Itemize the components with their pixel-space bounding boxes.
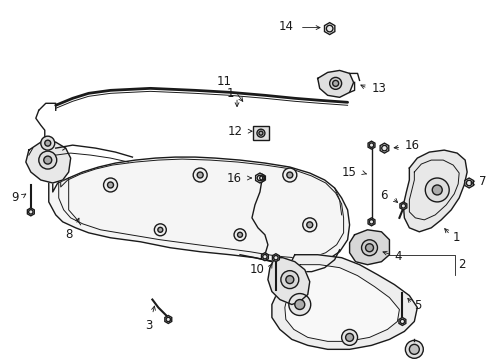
Polygon shape xyxy=(164,315,171,323)
Text: 5: 5 xyxy=(413,299,421,312)
Polygon shape xyxy=(379,143,388,153)
Circle shape xyxy=(193,168,207,182)
Text: 4: 4 xyxy=(394,250,401,263)
FancyBboxPatch shape xyxy=(252,126,268,140)
Circle shape xyxy=(256,129,264,137)
Polygon shape xyxy=(349,230,388,265)
Circle shape xyxy=(405,340,423,358)
Text: 1: 1 xyxy=(451,231,459,244)
Circle shape xyxy=(302,218,316,232)
Circle shape xyxy=(286,172,292,178)
Text: 13: 13 xyxy=(371,82,386,95)
Polygon shape xyxy=(317,71,353,97)
Polygon shape xyxy=(271,255,416,349)
Text: 14: 14 xyxy=(278,20,293,33)
Text: 2: 2 xyxy=(457,258,465,271)
Text: 9: 9 xyxy=(11,192,19,204)
Polygon shape xyxy=(255,173,264,183)
Polygon shape xyxy=(272,254,279,262)
Polygon shape xyxy=(258,174,265,182)
Circle shape xyxy=(237,232,242,237)
Circle shape xyxy=(361,240,377,256)
Polygon shape xyxy=(399,202,406,210)
Circle shape xyxy=(259,131,263,135)
Circle shape xyxy=(158,227,163,232)
Polygon shape xyxy=(26,142,71,183)
Circle shape xyxy=(408,345,419,354)
Polygon shape xyxy=(367,141,374,149)
Circle shape xyxy=(44,156,52,164)
Circle shape xyxy=(39,151,57,169)
Circle shape xyxy=(425,178,448,202)
Circle shape xyxy=(345,333,353,341)
Polygon shape xyxy=(261,253,268,261)
Text: 8: 8 xyxy=(65,228,72,241)
Circle shape xyxy=(107,182,113,188)
Circle shape xyxy=(332,80,338,86)
Circle shape xyxy=(197,172,203,178)
Circle shape xyxy=(280,271,298,289)
Circle shape xyxy=(45,140,51,146)
Text: 7: 7 xyxy=(478,175,486,189)
Polygon shape xyxy=(464,178,472,188)
Circle shape xyxy=(306,222,312,228)
Circle shape xyxy=(103,178,117,192)
Text: 11: 11 xyxy=(216,75,231,88)
Polygon shape xyxy=(49,157,349,265)
Circle shape xyxy=(431,185,441,195)
Circle shape xyxy=(365,244,373,252)
Circle shape xyxy=(288,293,310,315)
Polygon shape xyxy=(403,150,466,232)
Text: 3: 3 xyxy=(144,319,152,332)
Polygon shape xyxy=(324,23,334,35)
Circle shape xyxy=(329,77,341,89)
Text: 6: 6 xyxy=(379,189,386,202)
Text: 15: 15 xyxy=(341,166,356,179)
Polygon shape xyxy=(285,265,399,341)
Text: 12: 12 xyxy=(227,125,243,138)
Polygon shape xyxy=(27,208,34,216)
Circle shape xyxy=(285,276,293,284)
Circle shape xyxy=(294,300,304,310)
Circle shape xyxy=(282,168,296,182)
Text: 16: 16 xyxy=(226,171,242,185)
Circle shape xyxy=(341,329,357,345)
Polygon shape xyxy=(398,318,405,325)
Polygon shape xyxy=(367,218,374,226)
Circle shape xyxy=(234,229,245,241)
Text: 1: 1 xyxy=(226,87,234,100)
Polygon shape xyxy=(267,258,309,305)
Text: 10: 10 xyxy=(249,263,264,276)
Text: 16: 16 xyxy=(404,139,419,152)
Circle shape xyxy=(154,224,166,236)
Circle shape xyxy=(41,136,55,150)
